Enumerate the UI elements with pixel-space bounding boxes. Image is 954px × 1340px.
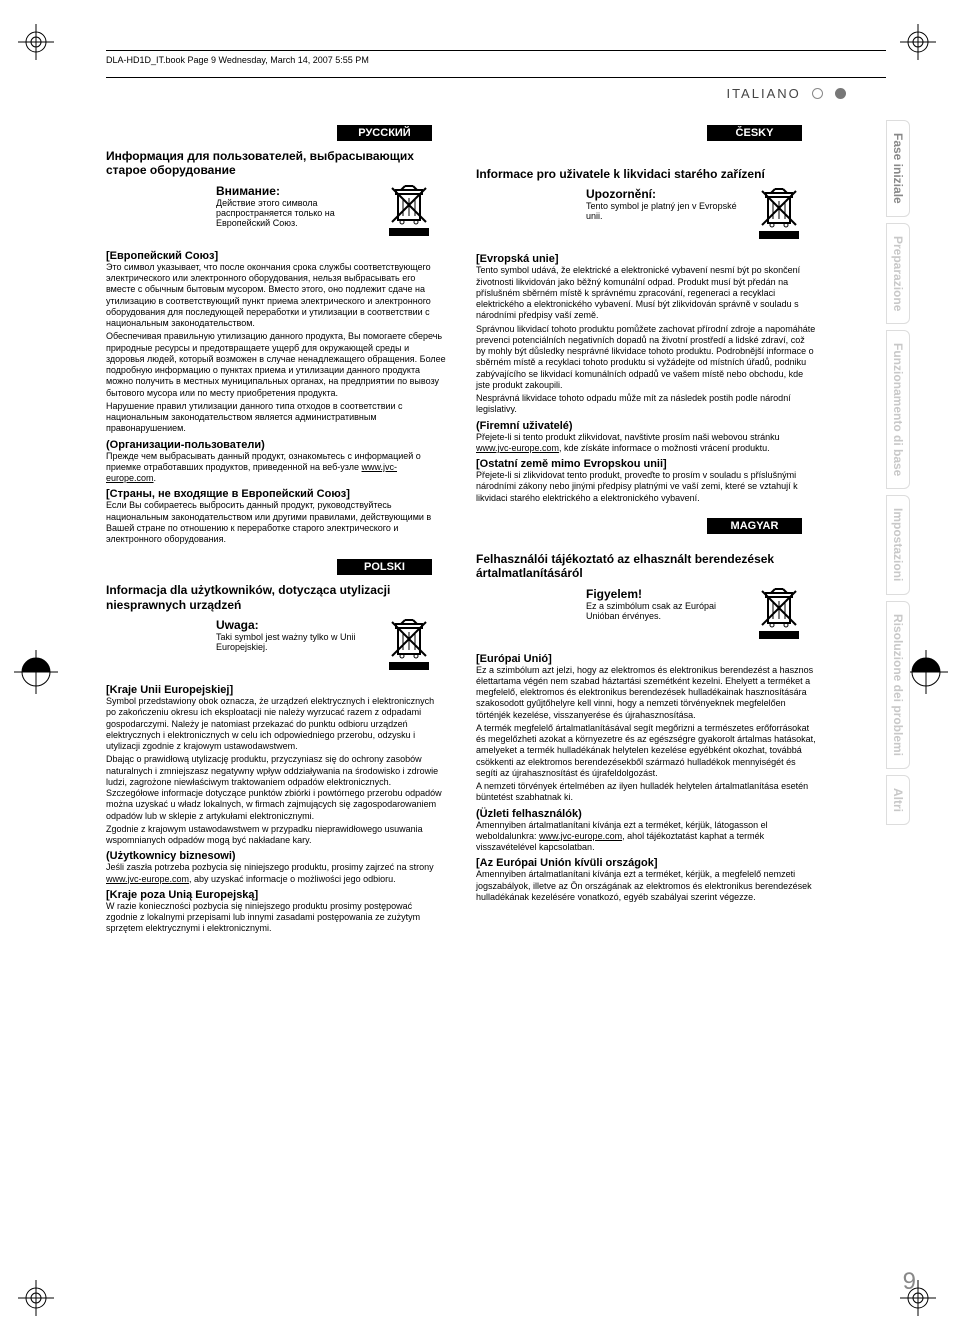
crop-mark-icon xyxy=(900,24,936,60)
notice-heading: Upozornění: xyxy=(586,187,746,201)
body-text: Если Вы собираетесь выбросить данный про… xyxy=(106,500,446,545)
weee-bin-icon xyxy=(756,187,802,247)
tab-risoluzione[interactable]: Risoluzione dei problemi xyxy=(886,601,910,769)
subheading: (Firemní uživatelé) xyxy=(476,420,816,432)
body-text: A termék megfelelő ártalmatlanításával s… xyxy=(476,723,816,779)
body-text: Нарушение правил утилизации данного типа… xyxy=(106,401,446,435)
url-link: www.jvc-europe.com xyxy=(539,831,622,841)
subheading: [Kraje poza Unią Europejską] xyxy=(106,889,446,901)
tab-altri[interactable]: Altri xyxy=(886,775,910,825)
body-text: Tento symbol udává, že elektrické a elek… xyxy=(476,265,816,321)
notice-body: Taki symbol jest ważny tylko w Unii Euro… xyxy=(216,632,356,652)
notice-text: Внимание: Действие этого символа распрос… xyxy=(216,184,376,244)
crop-mark-icon xyxy=(14,650,50,686)
section-title: Informacja dla użytkowników, dotycząca u… xyxy=(106,583,446,612)
body-text: Symbol przedstawiony obok oznacza, że ur… xyxy=(106,696,446,752)
notice-text: Figyelem! Ez a szimbólum csak az Európai… xyxy=(586,587,746,647)
tab-fase-iniziale[interactable]: Fase iniziale xyxy=(886,120,910,217)
body-text: Jeśli zaszła potrzeba pozbycia się ninie… xyxy=(106,862,446,885)
crop-mark-icon xyxy=(18,1280,54,1316)
subheading: [Evropská unie] xyxy=(476,253,816,265)
body-text: Amennyiben ártalmatlanítani kívánja ezt … xyxy=(476,869,816,903)
left-column: РУССКИЙ Информация для пользователей, вы… xyxy=(106,119,446,937)
notice-body: Ez a szimbólum csak az Európai Unióban é… xyxy=(586,601,716,621)
body-text: Správnou likvidací tohoto produktu pomůž… xyxy=(476,324,816,392)
notice-body: Tento symbol je platný jen v Evropské un… xyxy=(586,201,737,221)
body-text: W razie konieczności pozbycia się niniej… xyxy=(106,901,446,935)
body-text: Nesprávná likvidace tohoto odpadu může m… xyxy=(476,393,816,416)
section-tabs: Fase iniziale Preparazione Funzionamento… xyxy=(886,120,930,831)
body-text: Обеспечивая правильную утилизацию данног… xyxy=(106,331,446,399)
body-text: Ez a szimbólum azt jelzi, hogy az elektr… xyxy=(476,665,816,721)
notice-text: Uwaga: Taki symbol jest ważny tylko w Un… xyxy=(216,618,376,678)
book-header: DLA-HD1D_IT.book Page 9 Wednesday, March… xyxy=(106,50,886,78)
right-column: ČESKY Informace pro uživatele k likvidac… xyxy=(476,119,816,937)
subheading: [Ostatní země mimo Evropskou unii] xyxy=(476,458,816,470)
weee-bin-icon xyxy=(386,184,432,244)
lang-bar-polish: POLSKI xyxy=(337,559,432,575)
subheading: (Организации-пользователи) xyxy=(106,439,446,451)
subheading: (Üzleti felhasználók) xyxy=(476,808,816,820)
tab-funzionamento[interactable]: Funzionamento di base xyxy=(886,330,910,489)
body-text: Прежде чем выбрасывать данный продукт, о… xyxy=(106,451,446,485)
body-text: Это символ указывает, что после окончани… xyxy=(106,262,446,330)
section-title: Информация для пользователей, выбрасываю… xyxy=(106,149,446,178)
weee-bin-icon xyxy=(756,587,802,647)
url-link: www.jvc-europe.com xyxy=(106,874,189,884)
notice-body: Действие этого символа распространяется … xyxy=(216,198,335,228)
lang-indicator-filled-icon xyxy=(835,88,846,99)
notice-text: Upozornění: Tento symbol je platný jen v… xyxy=(586,187,746,247)
body-text: Dbając o prawidłową utylizację produktu,… xyxy=(106,754,446,822)
subheading: [Европейский Союз] xyxy=(106,250,446,262)
tab-preparazione[interactable]: Preparazione xyxy=(886,223,910,324)
lang-bar-russian: РУССКИЙ xyxy=(337,125,432,141)
lang-bar-czech: ČESKY xyxy=(707,125,802,141)
body-text: Přejete-li si zlikvidovat tento produkt,… xyxy=(476,470,816,504)
body-text: Amennyiben ártalmatlanítani kívánja ezt … xyxy=(476,820,816,854)
body-text: A nemzeti törvények értelmében az ilyen … xyxy=(476,781,816,804)
page-number: 9 xyxy=(903,1268,916,1296)
crop-mark-icon xyxy=(18,24,54,60)
notice-heading: Uwaga: xyxy=(216,618,376,632)
body-text: Zgodnie z krajowym ustawodawstwem w przy… xyxy=(106,824,446,847)
manual-page: DLA-HD1D_IT.book Page 9 Wednesday, March… xyxy=(106,50,886,1290)
lang-bar-hungarian: MAGYAR xyxy=(707,518,802,534)
section-title: Felhasználói tájékoztató az elhasznált b… xyxy=(476,552,816,581)
subheading: [Európai Unió] xyxy=(476,653,816,665)
lang-indicator-outline-icon xyxy=(812,88,823,99)
notice-heading: Внимание: xyxy=(216,184,376,198)
subheading: (Użytkownicy biznesowi) xyxy=(106,850,446,862)
tab-impostazioni[interactable]: Impostazioni xyxy=(886,495,910,594)
url-link: www.jvc-europe.com xyxy=(476,443,559,453)
subheading: [Az Európai Unión kívüli országok] xyxy=(476,857,816,869)
subheading: [Kraje Unii Europejskiej] xyxy=(106,684,446,696)
weee-bin-icon xyxy=(386,618,432,678)
top-language-label: ITALIANO xyxy=(106,86,846,101)
section-title: Informace pro uživatele k likvidaci star… xyxy=(476,167,816,181)
body-text: Přejete-li si tento produkt zlikvidovat,… xyxy=(476,432,816,455)
language-text: ITALIANO xyxy=(726,86,800,101)
notice-heading: Figyelem! xyxy=(586,587,746,601)
subheading: [Страны, не входящие в Европейский Союз] xyxy=(106,488,446,500)
